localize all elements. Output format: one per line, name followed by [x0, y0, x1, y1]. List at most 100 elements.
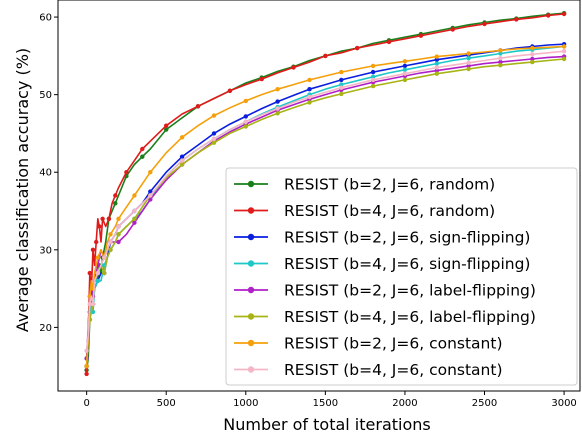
series-point-7 — [179, 135, 185, 140]
series-point-8 — [307, 94, 312, 100]
series-point-6 — [243, 124, 248, 129]
legend-marker — [247, 180, 255, 188]
series-point-8 — [243, 119, 248, 125]
series-point-5 — [466, 63, 471, 69]
x-tick-label: 0 — [83, 398, 89, 409]
series-point-3 — [148, 189, 153, 194]
legend-marker — [247, 286, 255, 294]
series-point-2 — [84, 371, 89, 377]
series-point-8 — [179, 158, 185, 163]
y-tick-label: 20 — [39, 323, 52, 334]
series-point-3 — [370, 69, 376, 75]
legend-label: RESIST (b=2, J=6, constant) — [284, 335, 503, 353]
series-point-8 — [370, 77, 376, 83]
series-point-7 — [116, 216, 121, 221]
series-point-4 — [466, 56, 471, 61]
series-point-2 — [113, 193, 118, 198]
series-point-8 — [90, 301, 96, 307]
series-point-2 — [90, 247, 96, 252]
series-point-2 — [386, 39, 392, 45]
series-point-8 — [95, 270, 101, 276]
series-line-7 — [85, 45, 565, 367]
series-point-2 — [97, 224, 102, 229]
series-point-5 — [132, 220, 137, 225]
series-point-6 — [466, 66, 471, 72]
series-point-6 — [307, 100, 312, 105]
legend-marker — [247, 207, 255, 214]
series-point-3 — [179, 154, 185, 159]
series-point-2 — [87, 270, 93, 276]
series-point-8 — [84, 348, 89, 353]
series-point-4 — [434, 61, 439, 66]
series-point-7 — [84, 364, 89, 369]
legend-label: RESIST (b=4, J=6, sign-flipping) — [284, 255, 530, 273]
legend: RESIST (b=2, J=6, random) RESIST (b=4, J=… — [225, 167, 578, 386]
y-axis-label: Average classification accuracy (%) — [13, 48, 32, 332]
series-line-3 — [85, 43, 565, 367]
series-point-4 — [95, 278, 101, 283]
x-tick-label: 2500 — [472, 398, 497, 409]
series-point-2 — [450, 27, 455, 32]
series-point-6 — [102, 270, 107, 276]
series-point-6 — [132, 216, 137, 221]
series-point-8 — [275, 106, 280, 111]
x-tick-label: 2000 — [392, 398, 417, 409]
series-point-6 — [339, 91, 344, 97]
series-point-5 — [434, 68, 439, 73]
series-point-3 — [434, 57, 439, 62]
series-point-3 — [243, 114, 248, 119]
series-point-7 — [211, 113, 217, 118]
series-point-7 — [148, 170, 153, 175]
series-point-3 — [402, 63, 408, 69]
x-tick-label: 3000 — [551, 398, 576, 409]
series-point-7 — [275, 87, 280, 92]
series-point-2 — [227, 88, 233, 94]
series-point-6 — [434, 71, 439, 76]
series-point-2 — [561, 11, 567, 17]
series-point-2 — [100, 216, 105, 221]
series-point-2 — [164, 123, 169, 128]
legend-marker — [247, 260, 255, 267]
x-tick-label: 1500 — [313, 398, 338, 409]
series-line-8 — [85, 50, 565, 351]
y-tick-label: 40 — [39, 168, 52, 179]
plot-frame — [57, 0, 581, 392]
series-point-7 — [95, 255, 101, 260]
series-point-7 — [132, 193, 137, 198]
series-point-8 — [466, 60, 471, 65]
series-point-8 — [108, 239, 113, 245]
legend-label: RESIST (b=2, J=6, sign-flipping) — [284, 229, 530, 247]
series-point-1 — [140, 154, 145, 159]
series-point-2 — [355, 45, 360, 51]
series-point-5 — [530, 56, 535, 62]
series-point-7 — [561, 44, 567, 49]
series-point-8 — [339, 85, 344, 90]
series-point-8 — [530, 52, 535, 57]
x-tick-label: 1000 — [233, 398, 258, 409]
series-point-3 — [307, 87, 312, 92]
x-axis-label: Number of total iterations — [223, 415, 430, 434]
legend-label: RESIST (b=2, J=6, random) — [284, 176, 495, 194]
series-point-7 — [339, 69, 344, 75]
series-point-7 — [466, 51, 471, 56]
series-point-6 — [561, 56, 567, 62]
series-point-3 — [339, 77, 344, 83]
series-point-7 — [498, 48, 503, 53]
series-point-7 — [434, 54, 439, 59]
series-point-8 — [148, 193, 153, 198]
series-point-2 — [323, 53, 328, 59]
series-point-7 — [243, 98, 248, 104]
series-point-4 — [339, 82, 344, 87]
legend-marker — [247, 233, 255, 241]
y-tick-label: 30 — [39, 245, 52, 256]
series-point-8 — [132, 208, 137, 214]
series-point-2 — [546, 13, 551, 18]
series-point-2 — [259, 76, 264, 82]
legend-marker — [247, 366, 255, 373]
series-point-2 — [291, 65, 296, 70]
y-axis: 20 30 40 50 60 — [39, 13, 58, 334]
series-point-4 — [402, 67, 408, 73]
legend-marker — [247, 313, 255, 320]
series-point-7 — [370, 63, 376, 69]
